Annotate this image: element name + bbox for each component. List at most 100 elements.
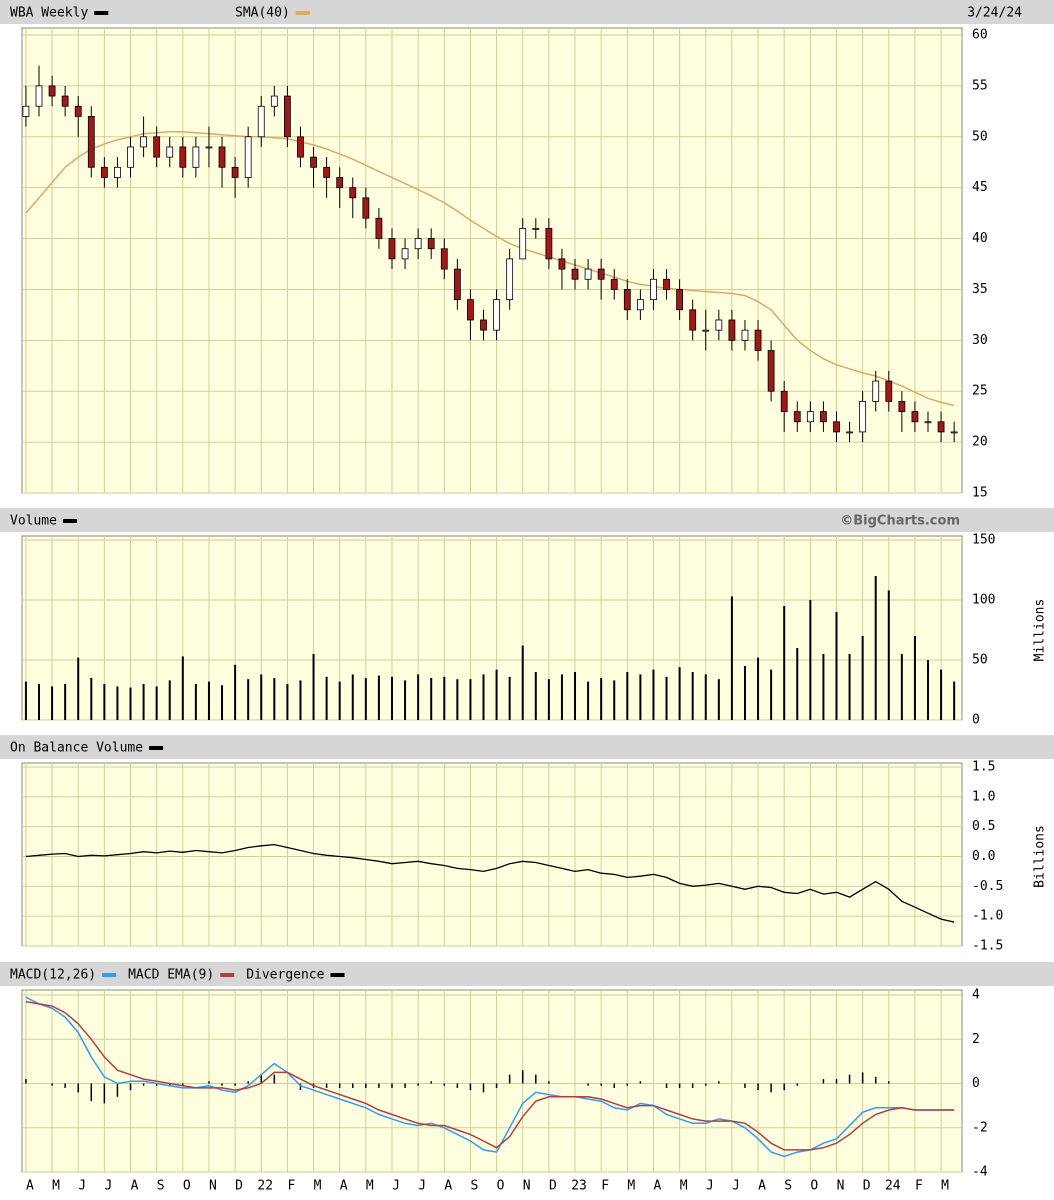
x-tick-label: F <box>287 1179 295 1194</box>
volume-bar <box>887 590 890 720</box>
y-tick-label: 40 <box>972 231 988 246</box>
x-tick-label: A <box>444 1179 452 1194</box>
volume-bar <box>770 669 773 720</box>
volume-bar <box>796 648 799 720</box>
x-tick-label: D <box>235 1179 243 1194</box>
y-tick-label: 1.0 <box>972 789 995 804</box>
candle-body <box>100 166 108 178</box>
candle-body <box>127 146 134 168</box>
candle-body <box>715 319 723 331</box>
y-tick-label: 15 <box>972 486 988 501</box>
candle-body <box>153 136 161 158</box>
volume-bar <box>430 678 433 720</box>
panel-header <box>0 508 1054 532</box>
x-tick-label: M <box>941 1179 949 1194</box>
x-tick-label: 24 <box>885 1179 901 1194</box>
legend-label: Volume <box>10 514 57 529</box>
x-tick-label: S <box>784 1179 792 1194</box>
volume-bar <box>312 654 315 720</box>
candle-body <box>205 146 213 149</box>
candle-body <box>35 85 43 107</box>
volume-bar <box>587 681 590 720</box>
x-tick-label: O <box>183 1179 191 1194</box>
volume-bar <box>351 674 354 720</box>
y-tick-label: 25 <box>972 384 988 399</box>
candle-body <box>780 390 788 412</box>
candle-body <box>140 136 147 148</box>
volume-bar <box>90 678 93 720</box>
candle-body <box>806 411 814 423</box>
x-tick-label: J <box>104 1179 112 1194</box>
y-tick-label: 0 <box>972 713 980 728</box>
x-tick-label: N <box>837 1179 845 1194</box>
line <box>25 996 955 1158</box>
candle-body <box>846 431 853 434</box>
candle-body <box>663 278 670 290</box>
volume-bar <box>273 678 276 720</box>
candle-body <box>61 95 69 107</box>
x-tick-label: F <box>915 1179 923 1194</box>
y-tick-label: 50 <box>972 653 988 668</box>
candle-body <box>676 289 684 311</box>
legend-swatch <box>330 973 345 977</box>
legend-label: On Balance Volume <box>10 741 143 756</box>
y-axis-label: Millions <box>1033 599 1048 662</box>
x-tick-label: M <box>627 1179 635 1194</box>
candle-body <box>558 258 566 270</box>
legend-swatch <box>62 519 77 523</box>
candle-body <box>336 177 344 189</box>
candle-body <box>911 411 919 423</box>
candle-body <box>872 380 880 402</box>
volume-bar <box>835 612 838 720</box>
panel-header <box>0 735 1054 759</box>
volume-bar <box>900 654 903 720</box>
candle-body <box>467 299 474 321</box>
volume-bar <box>390 676 393 720</box>
x-tick-label: A <box>26 1179 34 1194</box>
x-tick-label: A <box>131 1179 139 1194</box>
x-tick-label: M <box>52 1179 60 1194</box>
candle-body <box>375 217 383 239</box>
plot-area <box>21 535 963 721</box>
candle-body <box>689 309 697 331</box>
volume-bar <box>521 645 524 720</box>
candle-body <box>937 421 945 433</box>
candle-body <box>636 299 644 311</box>
candle-body <box>453 268 461 301</box>
volume-bar <box>822 654 825 720</box>
plot-area <box>21 27 963 494</box>
candle-body <box>702 329 710 332</box>
candle-body <box>218 146 226 168</box>
candle-body <box>741 329 749 341</box>
volume-bar <box>247 679 250 720</box>
y-tick-label: -2 <box>972 1120 988 1135</box>
volume-bar <box>129 687 132 720</box>
candle-body <box>283 95 291 138</box>
y-tick-label: 0.0 <box>972 849 995 864</box>
candle-body <box>179 146 187 168</box>
volume-bar <box>691 672 694 720</box>
candle-body <box>519 227 527 260</box>
legend-swatch <box>94 11 109 15</box>
y-tick-label: 55 <box>972 78 988 93</box>
candle-body <box>493 299 500 331</box>
x-tick-label: J <box>732 1179 740 1194</box>
volume-bar <box>234 664 237 720</box>
volume-bar <box>665 676 668 720</box>
panel-header <box>0 962 1054 986</box>
candle-body <box>323 166 331 178</box>
volume-bar <box>639 674 642 720</box>
volume-bar <box>574 672 577 720</box>
volume-bar <box>456 679 459 720</box>
volume-bar <box>913 636 916 720</box>
candle-body <box>87 116 95 168</box>
volume-bar <box>64 684 67 720</box>
y-tick-label: 1.5 <box>972 760 995 775</box>
volume-bar <box>469 679 472 720</box>
x-tick-label: J <box>78 1179 86 1194</box>
y-tick-label: 0.5 <box>972 819 995 834</box>
x-tick-label: N <box>209 1179 217 1194</box>
volume-bar <box>404 680 407 720</box>
candle-body <box>532 227 540 230</box>
